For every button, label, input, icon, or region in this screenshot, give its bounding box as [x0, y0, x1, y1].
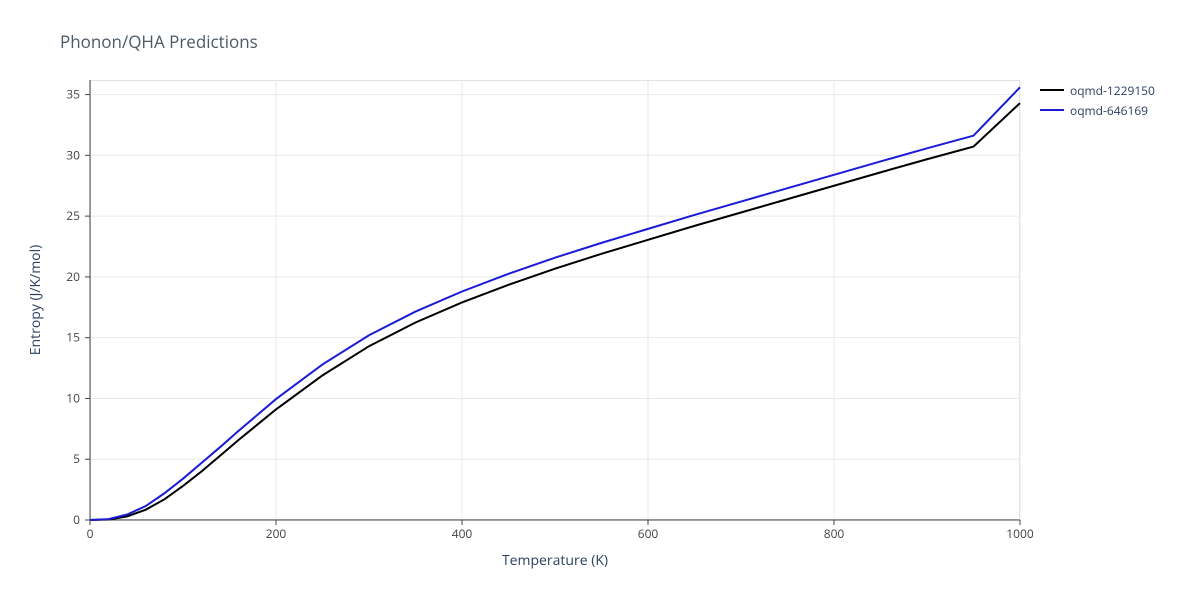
svg-text:25: 25 — [66, 207, 80, 224]
svg-text:5: 5 — [73, 450, 80, 467]
y-axis-label: Entropy (J/K/mol) — [26, 245, 45, 356]
legend[interactable]: oqmd-1229150 oqmd-646169 — [1040, 80, 1155, 120]
svg-text:30: 30 — [66, 146, 80, 163]
legend-swatch — [1040, 89, 1064, 91]
legend-label: oqmd-646169 — [1070, 102, 1148, 119]
svg-text:200: 200 — [266, 525, 287, 542]
plot-region: 0200400600800100005101520253035 — [90, 80, 1020, 520]
svg-text:35: 35 — [66, 86, 80, 103]
svg-text:20: 20 — [66, 268, 80, 285]
chart-title: Phonon/QHA Predictions — [60, 30, 258, 53]
chart-container: Phonon/QHA Predictions 02004006008001000… — [0, 0, 1200, 600]
svg-text:600: 600 — [638, 525, 659, 542]
legend-swatch — [1040, 109, 1064, 111]
svg-text:15: 15 — [66, 329, 80, 346]
plot-svg: 0200400600800100005101520253035 — [90, 80, 1020, 520]
legend-item[interactable]: oqmd-646169 — [1040, 100, 1155, 120]
legend-item[interactable]: oqmd-1229150 — [1040, 80, 1155, 100]
svg-text:0: 0 — [73, 511, 80, 528]
series-line — [90, 87, 1020, 520]
svg-text:400: 400 — [452, 525, 473, 542]
svg-text:10: 10 — [66, 389, 80, 406]
legend-label: oqmd-1229150 — [1070, 82, 1155, 99]
series-line — [90, 103, 1020, 520]
svg-text:1000: 1000 — [1006, 525, 1034, 542]
svg-text:0: 0 — [87, 525, 94, 542]
svg-text:800: 800 — [824, 525, 845, 542]
x-axis-label: Temperature (K) — [502, 551, 608, 570]
